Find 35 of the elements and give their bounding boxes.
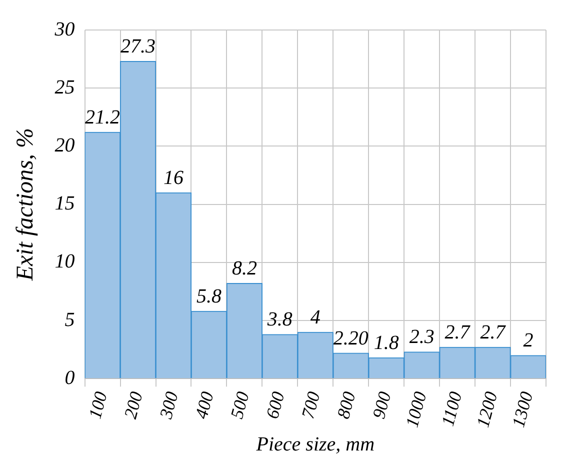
data-label: 2.20	[333, 327, 368, 350]
y-axis-title: Exit factions, %	[12, 128, 39, 282]
data-label: 2.3	[409, 326, 434, 348]
x-tick-label: 400	[191, 390, 218, 421]
y-tick-label: 30	[54, 18, 75, 40]
x-tick-label: 200	[120, 390, 146, 421]
x-tick-label: 600	[262, 390, 288, 421]
x-tick-label: 300	[155, 390, 182, 422]
data-label: 1.8	[374, 332, 399, 354]
data-label: 2	[523, 330, 534, 352]
data-label: 27.3	[120, 36, 156, 58]
data-label: 5.8	[196, 285, 222, 308]
x-tick-label: 100	[84, 390, 111, 421]
y-tick-label: 5	[64, 308, 75, 331]
x-axis-title: Piece size, mm	[255, 433, 375, 456]
x-tick-label: 1100	[437, 390, 466, 428]
x-tick-label: 1000	[402, 390, 430, 430]
x-tick-label: 700	[298, 390, 324, 421]
x-tick-label: 900	[368, 390, 395, 421]
x-tick-label: 500	[226, 390, 253, 421]
data-label: 4	[310, 306, 320, 328]
data-label: 8.2	[232, 258, 257, 280]
data-label: 3.8	[266, 308, 292, 331]
data-label: 2.7	[444, 322, 471, 344]
x-tick-label: 1200	[472, 390, 502, 430]
data-label: 16	[163, 166, 184, 189]
data-label: 21.2	[85, 106, 120, 129]
y-tick-label: 0	[64, 366, 75, 389]
x-tick-label: 800	[333, 390, 360, 421]
x-tick-label: 1300	[508, 390, 537, 430]
y-tick-label: 20	[54, 134, 75, 156]
y-tick-label: 10	[54, 250, 75, 273]
y-tick-label: 25	[54, 76, 75, 98]
y-tick-label: 15	[54, 192, 75, 215]
data-label: 2.7	[480, 322, 506, 344]
